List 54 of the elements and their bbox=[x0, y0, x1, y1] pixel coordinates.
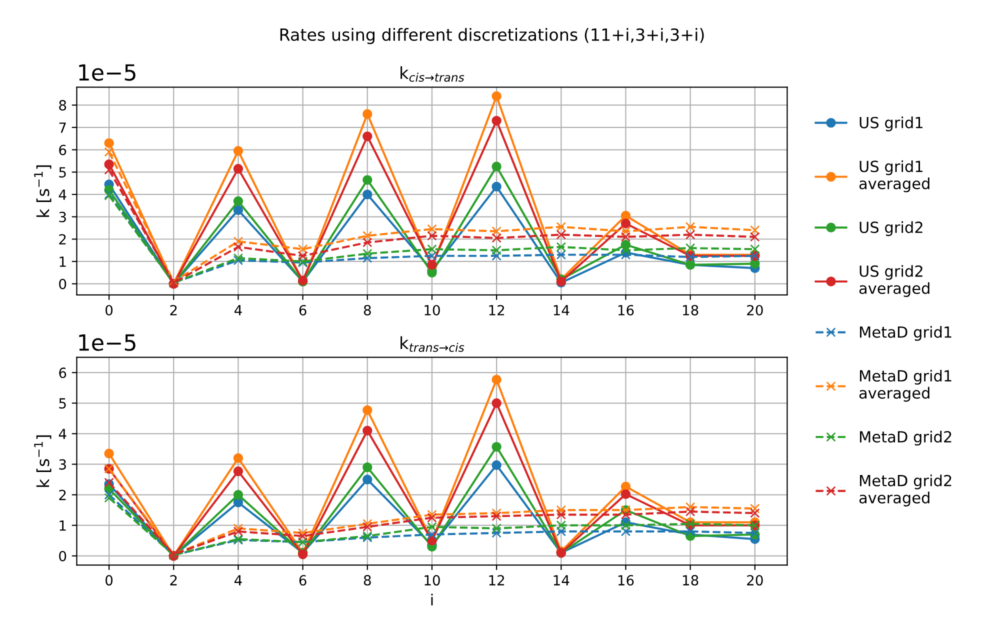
y-tick-label: 5 bbox=[59, 167, 66, 178]
x-tick-label: 8 bbox=[364, 575, 371, 586]
y-tick-label: 6 bbox=[59, 368, 66, 378]
chart-title: k$_{cis→trans}$ bbox=[400, 66, 464, 82]
legend-label: MetaD grid2 averaged bbox=[859, 474, 952, 506]
y-tick-label: 3 bbox=[59, 459, 66, 470]
legend-label: MetaD grid2 bbox=[860, 430, 952, 446]
y-tick-label: 0 bbox=[59, 278, 66, 290]
legend-label: US grid1 bbox=[860, 116, 922, 132]
x-tick-label: 14 bbox=[554, 575, 570, 586]
y-tick-label: 4 bbox=[58, 428, 66, 439]
x-tick-label: 20 bbox=[747, 575, 763, 586]
y-tick-label: 2 bbox=[59, 234, 66, 244]
y-tick-label: 4 bbox=[58, 190, 66, 200]
y-tick-label: 1 bbox=[60, 520, 66, 531]
x-tick-label: 12 bbox=[489, 304, 504, 316]
legend-label: US grid1 averaged bbox=[859, 160, 930, 192]
x-tick-label: 10 bbox=[424, 304, 440, 316]
x-tick-label: 10 bbox=[424, 575, 440, 586]
y-axis-title: k [s$^{−1}$] bbox=[34, 165, 52, 217]
x-tick-label: 0 bbox=[106, 575, 113, 586]
x-tick-label: 12 bbox=[489, 575, 504, 586]
x-tick-label: 6 bbox=[299, 575, 306, 586]
x-tick-label: 0 bbox=[106, 304, 113, 316]
x-tick-label: 20 bbox=[747, 304, 763, 316]
x-axis-title: i bbox=[431, 594, 433, 606]
x-tick-label: 2 bbox=[170, 304, 177, 316]
x-tick-label: 16 bbox=[618, 575, 634, 586]
legend-label: MetaD grid1 averaged bbox=[859, 370, 952, 402]
legend-label: US grid2 averaged bbox=[859, 265, 930, 297]
x-tick-label: 4 bbox=[234, 575, 242, 586]
x-tick-label: 6 bbox=[299, 304, 306, 316]
y-tick-label: 3 bbox=[59, 212, 66, 222]
y-tick-label: 5 bbox=[59, 398, 66, 409]
y-axis-title: k [s$^{−1}$] bbox=[34, 435, 52, 487]
x-tick-label: 16 bbox=[618, 304, 634, 316]
y-tick-label: 7 bbox=[59, 122, 66, 133]
y-tick-label: 0 bbox=[59, 550, 66, 562]
text: 1e−5 bbox=[79, 334, 136, 351]
legend-label: US grid2 bbox=[860, 221, 922, 236]
x-tick-label: 18 bbox=[683, 304, 698, 316]
x-tick-label: 14 bbox=[554, 305, 570, 316]
y-tick-label: 6 bbox=[59, 144, 66, 156]
x-tick-label: 2 bbox=[170, 575, 177, 586]
chart-title: k$_{trans→cis}$ bbox=[400, 336, 464, 352]
y-tick-label: 1 bbox=[60, 256, 66, 267]
y-tick-label: 8 bbox=[59, 100, 66, 111]
x-tick-label: 8 bbox=[364, 304, 371, 316]
legend-label: MetaD grid1 bbox=[860, 326, 952, 341]
text: Rates using different discretizations (11+i,3+i,3+i) bbox=[280, 28, 704, 44]
x-tick-label: 4 bbox=[234, 305, 242, 316]
text: 1e−5 bbox=[79, 64, 136, 81]
x-tick-label: 18 bbox=[683, 575, 698, 586]
y-tick-label: 2 bbox=[59, 490, 66, 500]
